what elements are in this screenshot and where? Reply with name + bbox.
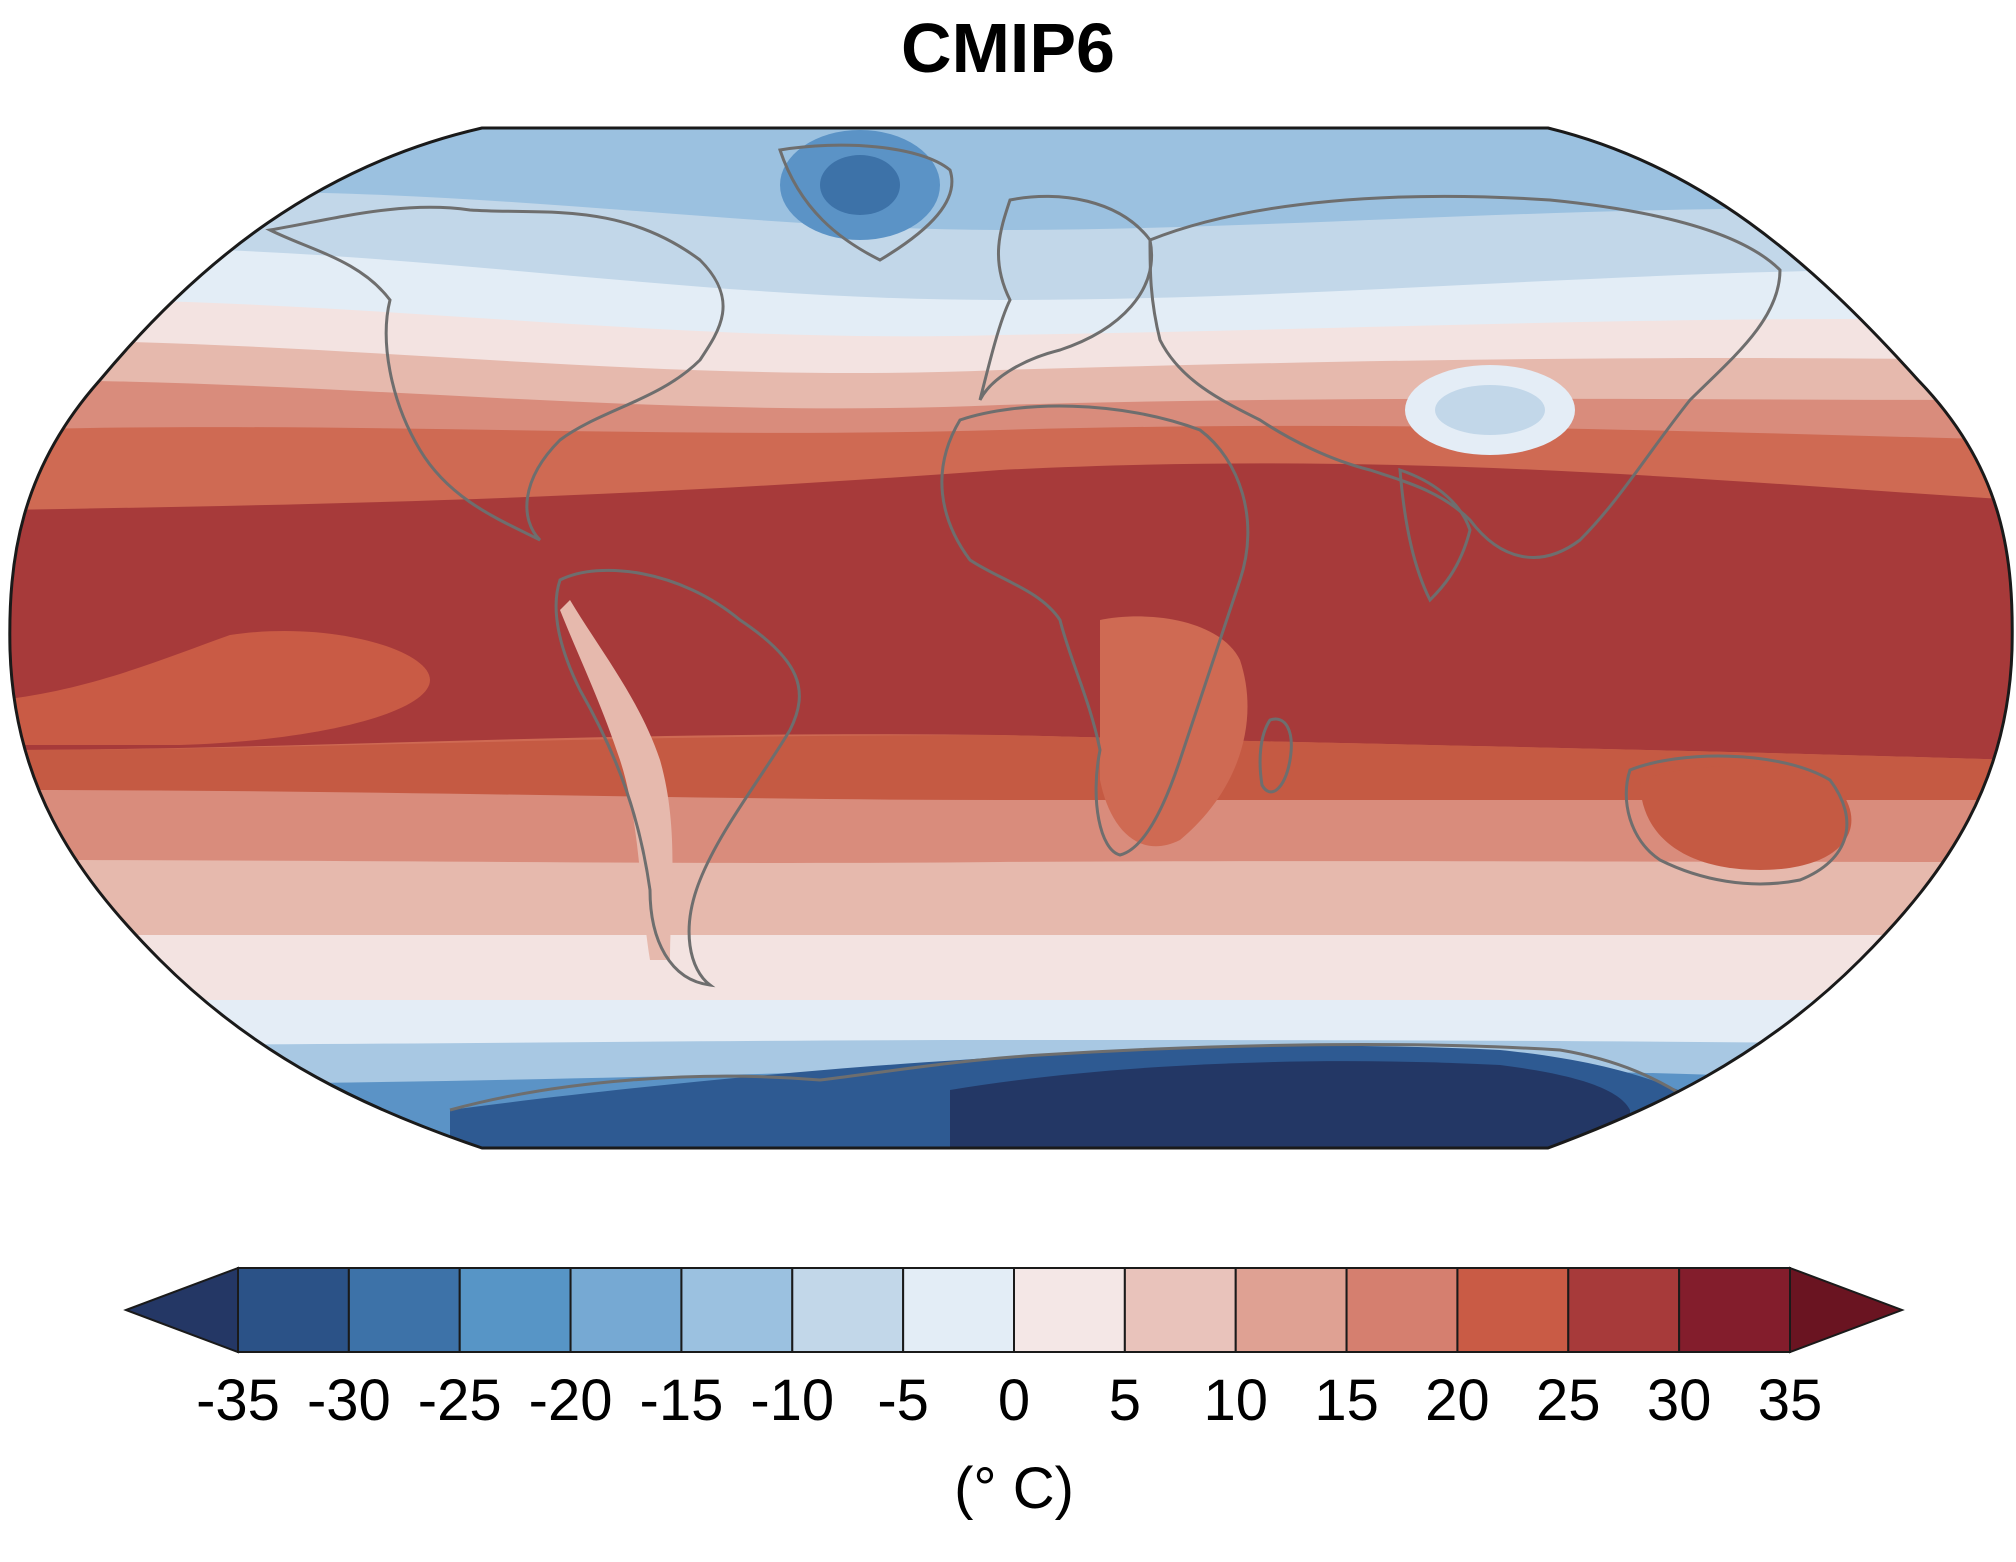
colorbar-tick-label: 5 [1109,1368,1141,1433]
colorbar-box [237,1267,350,1353]
colorbar-box [1567,1267,1681,1353]
colorbar-box [1345,1267,1459,1353]
colorbar-tick-label: -20 [529,1368,613,1433]
coastlines [265,143,1849,1112]
colorbar-unit-label: (° C) [954,1456,1074,1521]
colorbar-extend-high [1789,1266,1905,1354]
colorbar-tick-label: 20 [1425,1368,1490,1433]
colorbar-box [902,1267,1016,1353]
colorbar-box [1678,1267,1791,1353]
colorbar-tick-label: 30 [1647,1368,1712,1433]
colorbar-tick-label: -25 [418,1368,502,1433]
colorbar-tick-label: 35 [1758,1368,1823,1433]
colorbar-box [1234,1267,1348,1353]
colorbar-tick-label: 25 [1536,1368,1601,1433]
temperature-field [9,128,2013,1148]
colorbar-tick-label: -5 [877,1368,929,1433]
colorbar-box [347,1267,461,1353]
colorbar-box [458,1267,572,1353]
colorbar-tick-label: 10 [1203,1368,1268,1433]
map-outline [8,126,2014,1150]
colorbar-tick-label: 0 [998,1368,1030,1433]
colorbar-box [1123,1267,1237,1353]
colorbar-box [680,1267,794,1353]
colorbar-tick-label: -30 [307,1368,391,1433]
colorbar-tick-label: -10 [750,1368,834,1433]
colorbar-tick-label: -35 [196,1368,280,1433]
colorbar-extend-low [123,1266,239,1354]
map-title: CMIP6 [901,9,1115,87]
colorbar-box [569,1267,683,1353]
colorbar-tick-label: -15 [640,1368,724,1433]
colorbar-tick-label: 15 [1314,1368,1379,1433]
colorbar-box [791,1267,905,1353]
colorbar: -35 -30 -25 -20 -15 -10 -5 0 5 10 15 20 25 30 35 (° C) [123,1266,1905,1521]
colorbar-box [1456,1267,1570,1353]
colorbar-box [1013,1267,1126,1353]
